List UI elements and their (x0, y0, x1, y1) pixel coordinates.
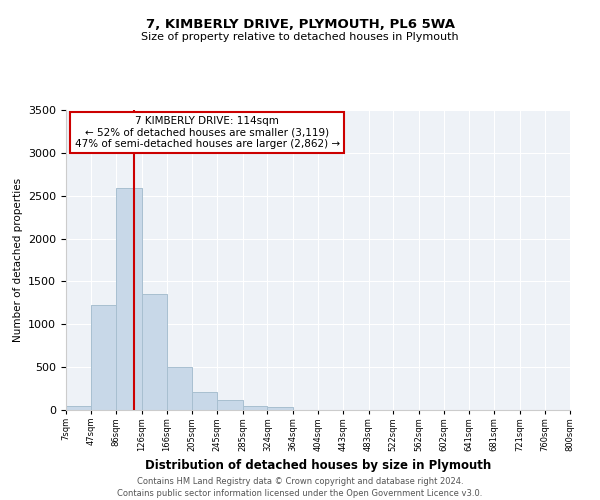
Y-axis label: Number of detached properties: Number of detached properties (13, 178, 23, 342)
Bar (268, 407, 293, 410)
Bar (91, 304, 116, 410)
Text: Size of property relative to detached houses in Plymouth: Size of property relative to detached ho… (141, 32, 459, 42)
Bar (192, 392, 217, 410)
Text: 7 KIMBERLY DRIVE: 114sqm
← 52% of detached houses are smaller (3,119)
47% of sem: 7 KIMBERLY DRIVE: 114sqm ← 52% of detach… (74, 116, 340, 149)
Bar (242, 406, 268, 410)
Bar (142, 294, 167, 410)
Text: 7, KIMBERLY DRIVE, PLYMOUTH, PL6 5WA: 7, KIMBERLY DRIVE, PLYMOUTH, PL6 5WA (146, 18, 455, 30)
Bar (116, 188, 142, 410)
X-axis label: Distribution of detached houses by size in Plymouth: Distribution of detached houses by size … (145, 459, 491, 472)
Text: Contains HM Land Registry data © Crown copyright and database right 2024.: Contains HM Land Registry data © Crown c… (137, 478, 463, 486)
Bar (167, 367, 192, 410)
Bar (66, 406, 91, 410)
Text: Contains public sector information licensed under the Open Government Licence v3: Contains public sector information licen… (118, 489, 482, 498)
Bar (217, 400, 242, 410)
